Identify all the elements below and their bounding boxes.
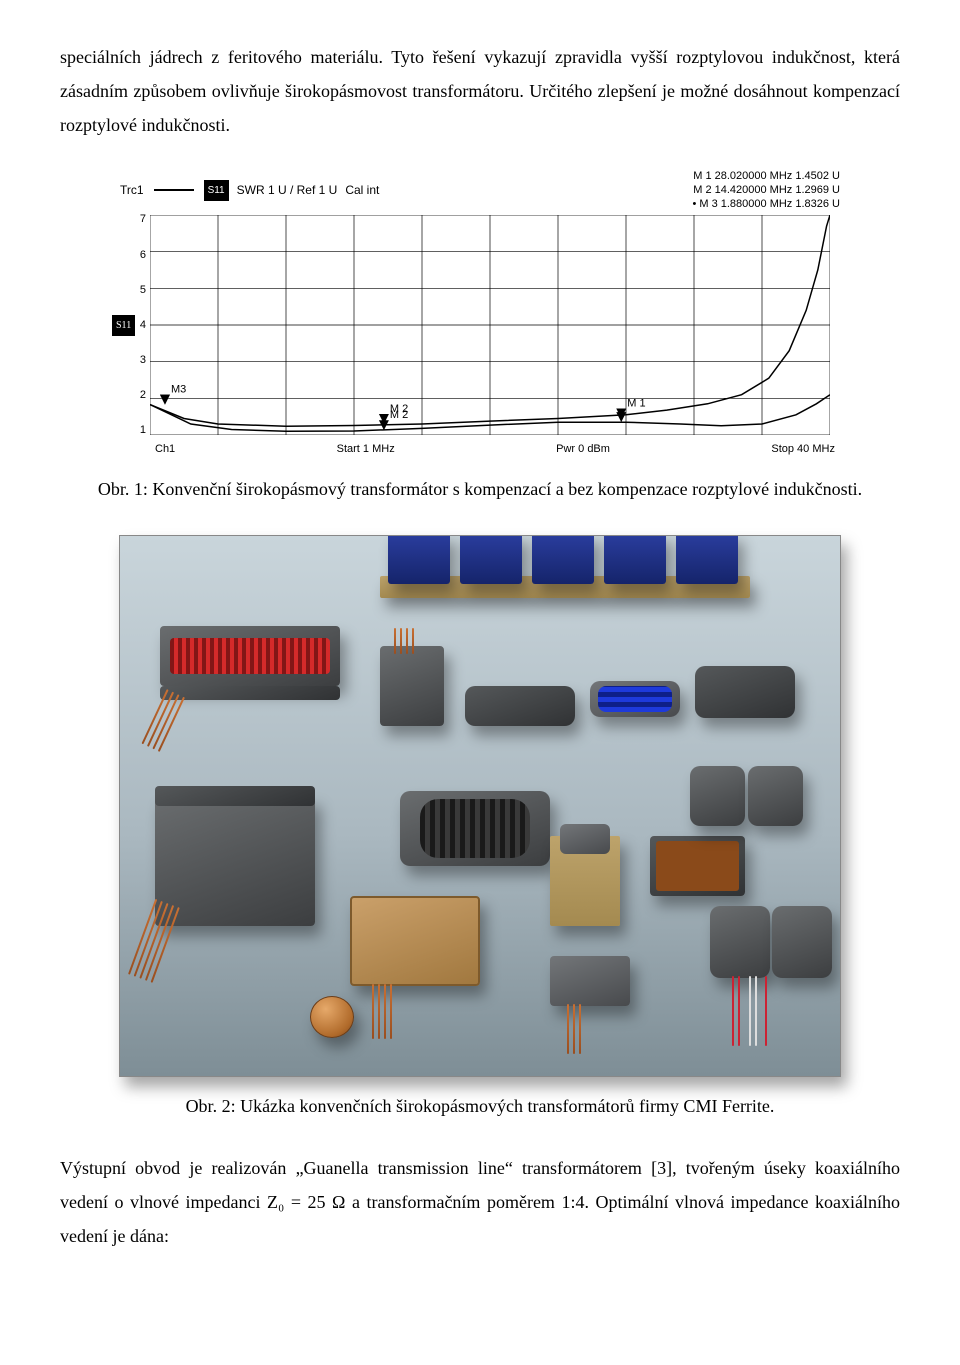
blue-winding bbox=[598, 686, 672, 712]
svg-text:M 1: M 1 bbox=[627, 398, 645, 410]
wire-bundle bbox=[730, 976, 820, 1046]
grid bbox=[150, 215, 830, 435]
ferrite-cyl bbox=[710, 906, 770, 978]
blue-cube bbox=[676, 535, 738, 584]
chart-header: Trc1 S11 SWR 1 U / Ref 1 U Cal int M 1 2… bbox=[120, 167, 840, 216]
ytick: 1 bbox=[128, 420, 146, 441]
y-axis-labels: 7 6 5 4 3 2 1 bbox=[128, 209, 146, 441]
trace-line-icon bbox=[154, 189, 194, 191]
ferrite-small bbox=[550, 956, 630, 1006]
scale-coin bbox=[310, 996, 354, 1038]
ytick: 4 bbox=[128, 315, 146, 336]
cal-label: Cal int bbox=[345, 179, 379, 202]
blue-cube bbox=[388, 535, 450, 584]
ferrite-cyl bbox=[772, 906, 832, 978]
binocular-core bbox=[695, 666, 795, 718]
svg-text:M 2: M 2 bbox=[390, 410, 408, 422]
chart-footer: Ch1 Start 1 MHz Pwr 0 dBm Stop 40 MHz bbox=[125, 435, 835, 460]
s11-badge: S11 bbox=[204, 180, 229, 201]
pwr-label: Pwr 0 dBm bbox=[556, 439, 610, 460]
plot-area: S11 7 6 5 4 3 2 1 M3M 2M 2M 1 bbox=[150, 215, 830, 435]
marker-readout: M 1 28.020000 MHz 1.4502 U M 2 14.420000… bbox=[692, 169, 840, 212]
ytick: 2 bbox=[128, 385, 146, 406]
ytick: 6 bbox=[128, 245, 146, 266]
ytick: 3 bbox=[128, 350, 146, 371]
figure1-caption: Obr. 1: Konvenční širokopásmový transfor… bbox=[60, 472, 900, 506]
swr-label: SWR 1 U / Ref 1 U bbox=[237, 179, 338, 202]
wire-bundle bbox=[565, 1004, 615, 1054]
figure2-photo bbox=[119, 535, 841, 1077]
blue-cube bbox=[532, 535, 594, 584]
trc-label: Trc1 bbox=[120, 179, 144, 202]
ferrite-cube-large bbox=[155, 796, 315, 926]
ferrite-cyl bbox=[748, 766, 803, 826]
ferrite-cyl bbox=[690, 766, 745, 826]
stop-label: Stop 40 MHz bbox=[771, 439, 835, 460]
ytick: 7 bbox=[128, 209, 146, 230]
label-plate bbox=[656, 841, 739, 891]
wire-bundle bbox=[370, 984, 420, 1039]
marker-readout-3: • M 3 1.880000 MHz 1.8326 U bbox=[692, 197, 840, 211]
ch-label: Ch1 bbox=[155, 439, 175, 460]
para-output-circuit: Výstupní obvod je realizován „Guanella t… bbox=[60, 1151, 900, 1254]
ytick: 5 bbox=[128, 280, 146, 301]
copper-plate bbox=[350, 896, 480, 986]
figure1-chart: Trc1 S11 SWR 1 U / Ref 1 U Cal int M 1 2… bbox=[120, 167, 840, 461]
svg-text:M3: M3 bbox=[171, 384, 186, 396]
black-winding bbox=[420, 799, 530, 858]
blue-cube bbox=[604, 535, 666, 584]
blue-cube bbox=[460, 535, 522, 584]
marker-readout-1: M 1 28.020000 MHz 1.4502 U bbox=[692, 169, 840, 183]
markers: M3M 2M 2M 1 bbox=[160, 384, 646, 431]
wire-bundle bbox=[392, 628, 432, 654]
para-intro: speciálních jádrech z feritového materiá… bbox=[60, 40, 900, 143]
binocular-core bbox=[465, 686, 575, 726]
figure2-caption: Obr. 2: Ukázka konvenčních širokopásmový… bbox=[60, 1089, 900, 1123]
start-label: Start 1 MHz bbox=[337, 439, 395, 460]
ferrite-small bbox=[560, 824, 610, 854]
ferrite-cube-top bbox=[155, 786, 315, 806]
ferrite-block bbox=[380, 646, 444, 726]
ferrite-slab bbox=[160, 686, 340, 700]
red-winding bbox=[170, 638, 330, 674]
plot-svg: M3M 2M 2M 1 bbox=[150, 215, 830, 435]
marker-readout-2: M 2 14.420000 MHz 1.2969 U bbox=[692, 183, 840, 197]
